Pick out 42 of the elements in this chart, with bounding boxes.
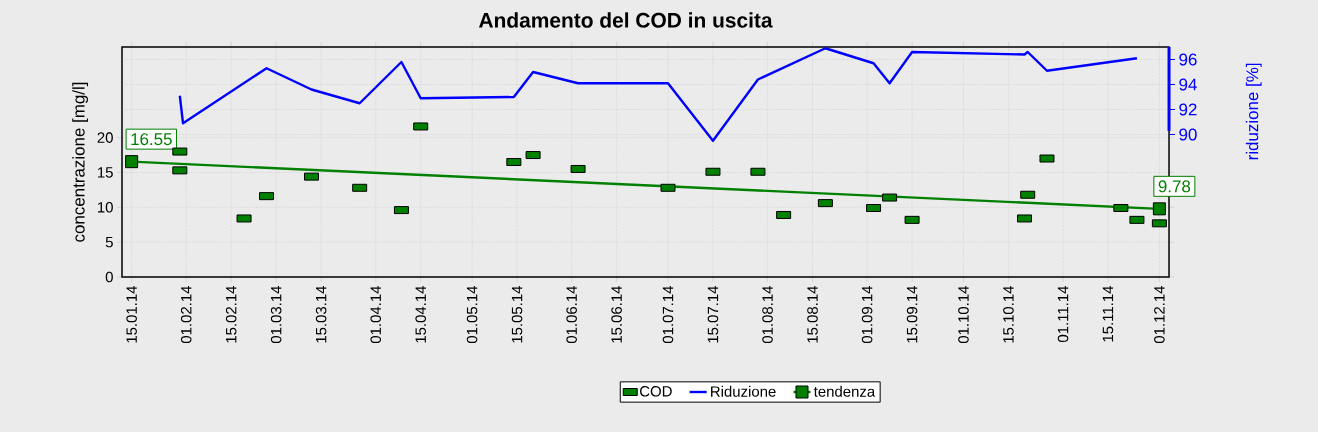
y-tick-label: 10	[98, 202, 113, 213]
chart-title: Andamento del COD in uscita	[478, 12, 773, 28]
y-tick-label: 15	[98, 167, 113, 178]
legend-label: tendenza	[813, 385, 876, 397]
x-tick-label: 15.06.14	[611, 285, 622, 343]
x-tick-label: 15.07.14	[707, 285, 719, 343]
point	[1152, 202, 1166, 216]
line-series	[178, 47, 1139, 142]
y-tick-label: 0	[105, 271, 113, 283]
x-tick-label: 01.02.14	[180, 285, 192, 344]
x-tick-label: 15.05.14	[511, 285, 523, 343]
data-label: 16.55	[131, 133, 172, 146]
y-axis-title: concentrazione [mg/l]	[72, 82, 89, 242]
y-tick-label: 20	[97, 132, 113, 143]
y2-tick-label: 92	[1179, 103, 1197, 116]
x-tick-label: 15.02.14	[225, 285, 237, 343]
y-tick-label: 5	[105, 236, 113, 248]
x-tick-label: 01.04.14	[370, 285, 382, 344]
x-tick-label: 01.08.14	[762, 285, 773, 344]
x-tick-label: 01.07.14	[662, 285, 674, 344]
x-tick-label: 15.11.14	[1102, 285, 1114, 342]
x-tick-label: 01.10.14	[958, 285, 969, 344]
x-tick-label: 01.03.14	[270, 285, 282, 344]
x-tick-label: 01.09.14	[861, 285, 873, 344]
legend-label: Riduzione	[711, 385, 776, 397]
y2-axis-title: riduzione [%]	[1245, 63, 1262, 160]
x-tick-label: 15.08.14	[807, 285, 818, 343]
x-tick-label: 01.06.14	[566, 285, 577, 344]
x-tick-label: 01.11.14	[1057, 285, 1069, 342]
point	[125, 155, 139, 169]
legend-label: COD	[640, 386, 672, 397]
data-label: 9.78	[1158, 180, 1191, 193]
y2-tick-label: 90	[1179, 128, 1197, 141]
x-tick-label: 15.09.14	[906, 285, 918, 343]
x-tick-label: 15.01.14	[126, 285, 137, 343]
x-tick-label: 15.03.14	[315, 285, 327, 343]
x-tick-label: 01.12.14	[1154, 285, 1165, 344]
x-tick-label: 01.05.14	[466, 285, 478, 344]
y2-tick-label: 96	[1179, 53, 1197, 66]
x-tick-label: 15.04.14	[415, 285, 426, 343]
x-tick-label: 15.10.14	[1003, 285, 1014, 343]
y2-tick-label: 94	[1179, 78, 1197, 91]
